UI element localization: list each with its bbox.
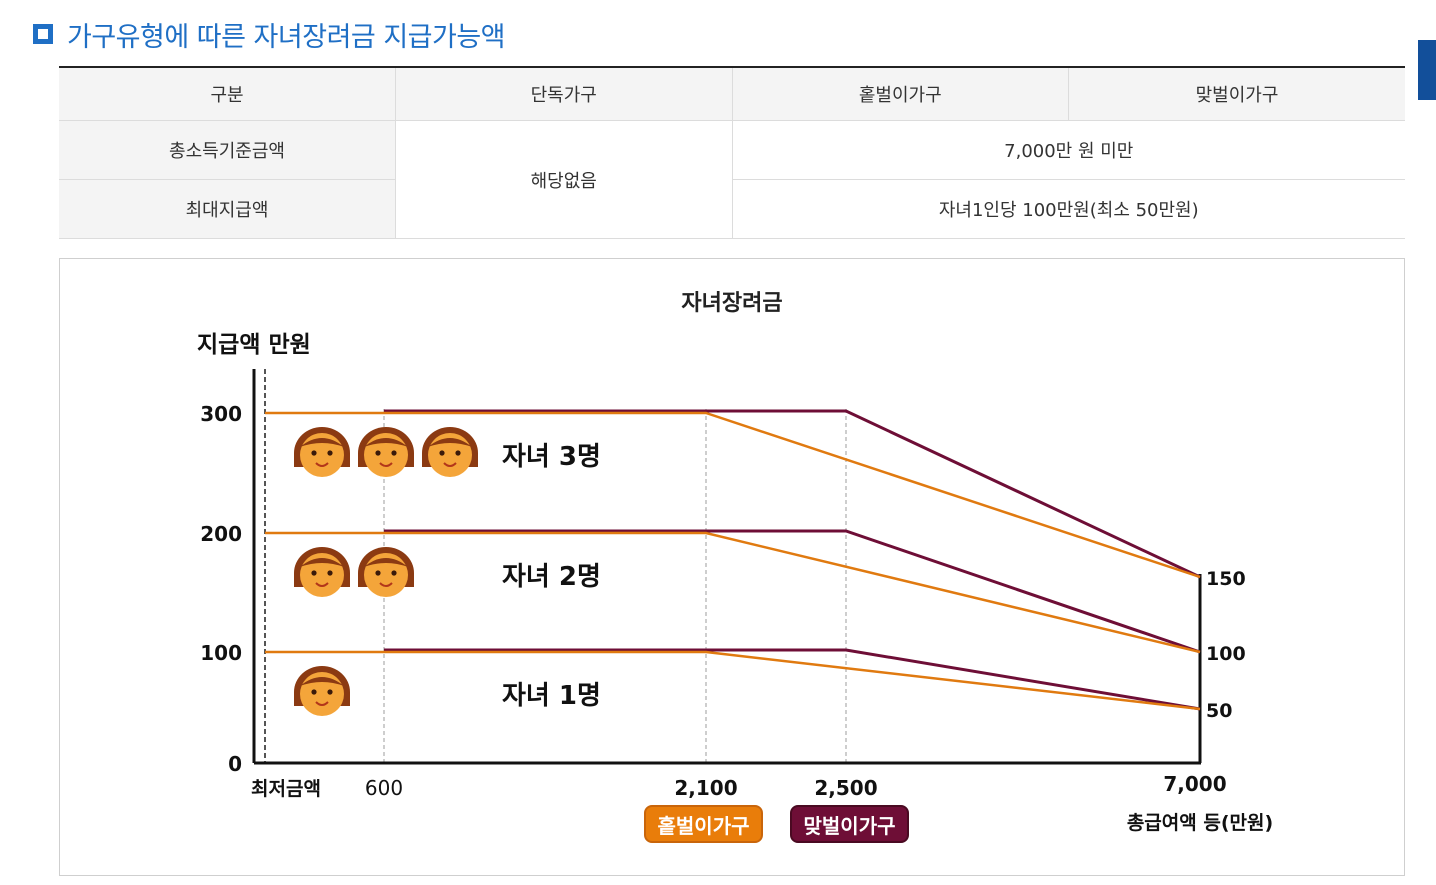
table-header-cell: 단독가구	[395, 66, 733, 121]
child-mouth-icon	[443, 462, 457, 467]
table-cell: 자녀1인당 100만원(최소 50만원)	[731, 179, 1405, 239]
child-eye-icon	[455, 450, 461, 456]
child-bangs-icon	[364, 558, 408, 567]
group-label: 자녀 3명	[502, 442, 601, 472]
chart-panel: 자녀장려금 지급액 만원 0 100 200 300 최저금액 600 2,100 2,500…	[59, 258, 1405, 876]
table-header-row: 구분 단독가구 홑벌이가구 맞벌이가구	[59, 66, 1405, 121]
group-label: 자녀 1명	[502, 681, 601, 711]
child-eye-icon	[391, 450, 397, 456]
y-tick-label: 100	[200, 641, 242, 665]
child-eye-icon	[311, 570, 317, 576]
row-label: 최대지급액	[59, 179, 396, 239]
child-eye-icon	[327, 450, 333, 456]
square-bullet-icon	[33, 24, 53, 44]
child-eye-icon	[391, 570, 397, 576]
child-mouth-icon	[315, 582, 329, 587]
table-header-cell: 맞벌이가구	[1068, 66, 1405, 121]
child-bangs-icon	[300, 438, 344, 447]
single-earner-line	[265, 531, 1201, 654]
y-axis-label: 지급액 만원	[197, 332, 311, 358]
x-axis-label: 총급여액 등(만원)	[1127, 812, 1273, 834]
child-mouth-icon	[379, 582, 393, 587]
right-value-label: 100	[1206, 643, 1246, 665]
dual-earner-line	[384, 648, 1201, 711]
table-row: 총소득기준금액 해당없음 7,000만 원 미만	[59, 120, 1405, 239]
single-earner-line	[265, 411, 1201, 579]
child-eye-icon	[311, 689, 317, 695]
child-bangs-icon	[428, 438, 472, 447]
chart-title: 자녀장려금	[681, 291, 783, 316]
single-earner-line	[265, 650, 1201, 711]
child-bangs-icon	[364, 438, 408, 447]
section-title: 가구유형에 따른 자녀장려금 지급가능액	[67, 21, 506, 53]
table-row: 최대지급액 자녀1인당 100만원(최소 50만원)	[59, 179, 1405, 239]
x-tick-label: 600	[365, 776, 403, 800]
group-label: 자녀 2명	[502, 562, 601, 592]
row-label: 총소득기준금액	[59, 120, 396, 180]
side-tab[interactable]	[1418, 40, 1436, 100]
section-header: 가구유형에 따른 자녀장려금 지급가능액	[33, 14, 506, 54]
child-eye-icon	[327, 689, 333, 695]
legend-single-earner: 홑벌이가구	[644, 805, 763, 843]
table-header-cell: 홑벌이가구	[731, 66, 1069, 121]
child-bangs-icon	[300, 677, 344, 686]
table-cell: 7,000만 원 미만	[731, 120, 1405, 180]
y-tick-label: 200	[200, 522, 242, 546]
chart-svg: 0 100 200 300 최저금액 600 2,100 2,500 7,000 총급여액 등(만…	[200, 369, 1273, 834]
child-eye-icon	[375, 570, 381, 576]
eligibility-table: 구분 단독가구 홑벌이가구 맞벌이가구 총소득기준금액 해당없음 7,000만 …	[59, 66, 1405, 239]
right-value-label: 150	[1206, 568, 1246, 590]
legend-dual-earner: 맞벌이가구	[790, 805, 909, 843]
x-tick-label: 2,100	[674, 776, 737, 800]
table-header-cell: 구분	[59, 66, 396, 121]
child-bangs-icon	[300, 558, 344, 567]
child-mouth-icon	[315, 462, 329, 467]
table-cell: 해당없음	[395, 120, 733, 239]
y-tick-label: 0	[228, 752, 242, 776]
child-eye-icon	[311, 450, 317, 456]
x-origin-label: 최저금액	[251, 778, 321, 800]
dual-earner-line	[384, 409, 1201, 579]
x-tick-label: 2,500	[814, 776, 877, 800]
dual-earner-line	[384, 529, 1201, 654]
y-tick-label: 300	[200, 402, 242, 426]
child-mouth-icon	[379, 462, 393, 467]
child-mouth-icon	[315, 701, 329, 706]
x-tick-label: 7,000	[1163, 772, 1226, 796]
right-value-label: 50	[1206, 700, 1232, 722]
child-eye-icon	[375, 450, 381, 456]
child-eye-icon	[439, 450, 445, 456]
child-eye-icon	[327, 570, 333, 576]
